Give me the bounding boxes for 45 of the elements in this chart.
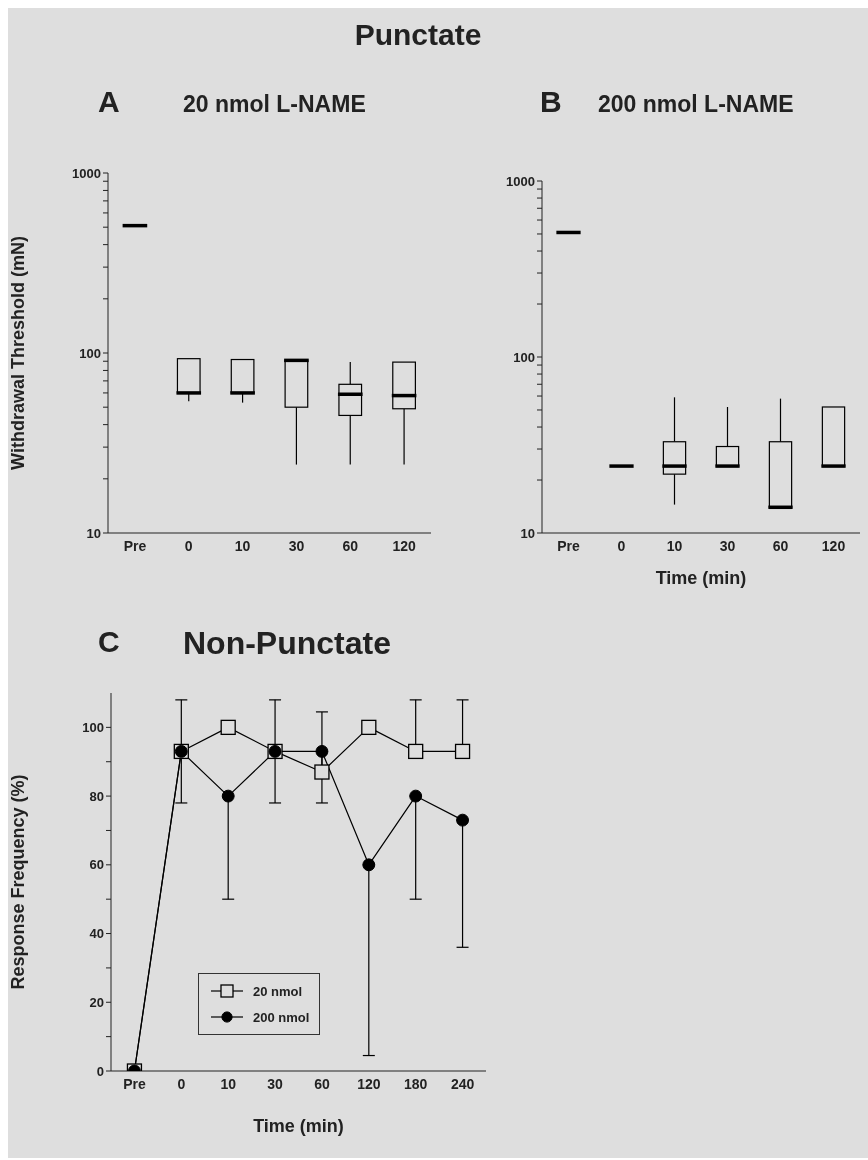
x-tick-label: Pre: [557, 537, 580, 554]
chart-title: Non-Punctate: [183, 625, 391, 662]
x-tick-label: 10: [220, 1075, 237, 1092]
legend-label: 200 nmol: [253, 1009, 310, 1025]
text: A: [98, 85, 120, 119]
x-tick-label: 120: [392, 537, 416, 554]
y-tick-label: 60: [89, 857, 104, 873]
text: Punctate: [353, 18, 483, 52]
y-tick-label: 100: [82, 719, 104, 735]
x-tick-label: 30: [288, 537, 305, 554]
y-axis-title: Withdrawal Threshold (mN): [8, 236, 29, 470]
x-tick-label: 0: [184, 537, 193, 554]
y-tick-label: 10: [520, 525, 535, 541]
x-tick-label: 10: [234, 537, 251, 554]
x-tick-label: Pre: [123, 537, 147, 554]
y-tick-label: 100: [513, 349, 535, 365]
x-tick-label: 60: [314, 1075, 330, 1092]
x-axis-title: Time (min): [655, 567, 747, 588]
x-tick-label: Pre: [123, 1075, 146, 1092]
x-tick-label: 120: [821, 537, 846, 554]
x-tick-label: 120: [357, 1075, 381, 1092]
y-tick-label: 40: [89, 926, 104, 942]
text: C: [98, 625, 120, 659]
x-tick-label: 240: [450, 1075, 475, 1092]
y-tick-label: 1000: [72, 165, 101, 181]
y-tick-label: 80: [89, 788, 104, 804]
x-tick-label: 30: [719, 537, 736, 554]
y-tick-label: 100: [79, 345, 101, 361]
y-tick-label: 10: [86, 525, 101, 541]
y-axis-title: Response Frequency (%): [8, 774, 29, 990]
x-tick-label: 0: [617, 537, 626, 554]
y-tick-label: 20: [89, 994, 104, 1010]
x-tick-label: 180: [404, 1075, 428, 1092]
legend-label: 20 nmol: [253, 983, 303, 999]
chart-title: 20 nmol L-NAME: [183, 91, 366, 118]
x-tick-label: 30: [267, 1075, 284, 1092]
x-axis-title: Time (min): [253, 1115, 344, 1136]
x-tick-label: 60: [342, 537, 359, 554]
chart-title: 200 nmol L-NAME: [598, 91, 794, 118]
text: B: [540, 85, 562, 119]
x-tick-label: 10: [666, 537, 683, 554]
y-tick-label: 0: [96, 1063, 104, 1079]
x-tick-label: 60: [772, 537, 789, 554]
x-tick-label: 0: [177, 1075, 186, 1092]
y-tick-label: 1000: [506, 173, 535, 189]
